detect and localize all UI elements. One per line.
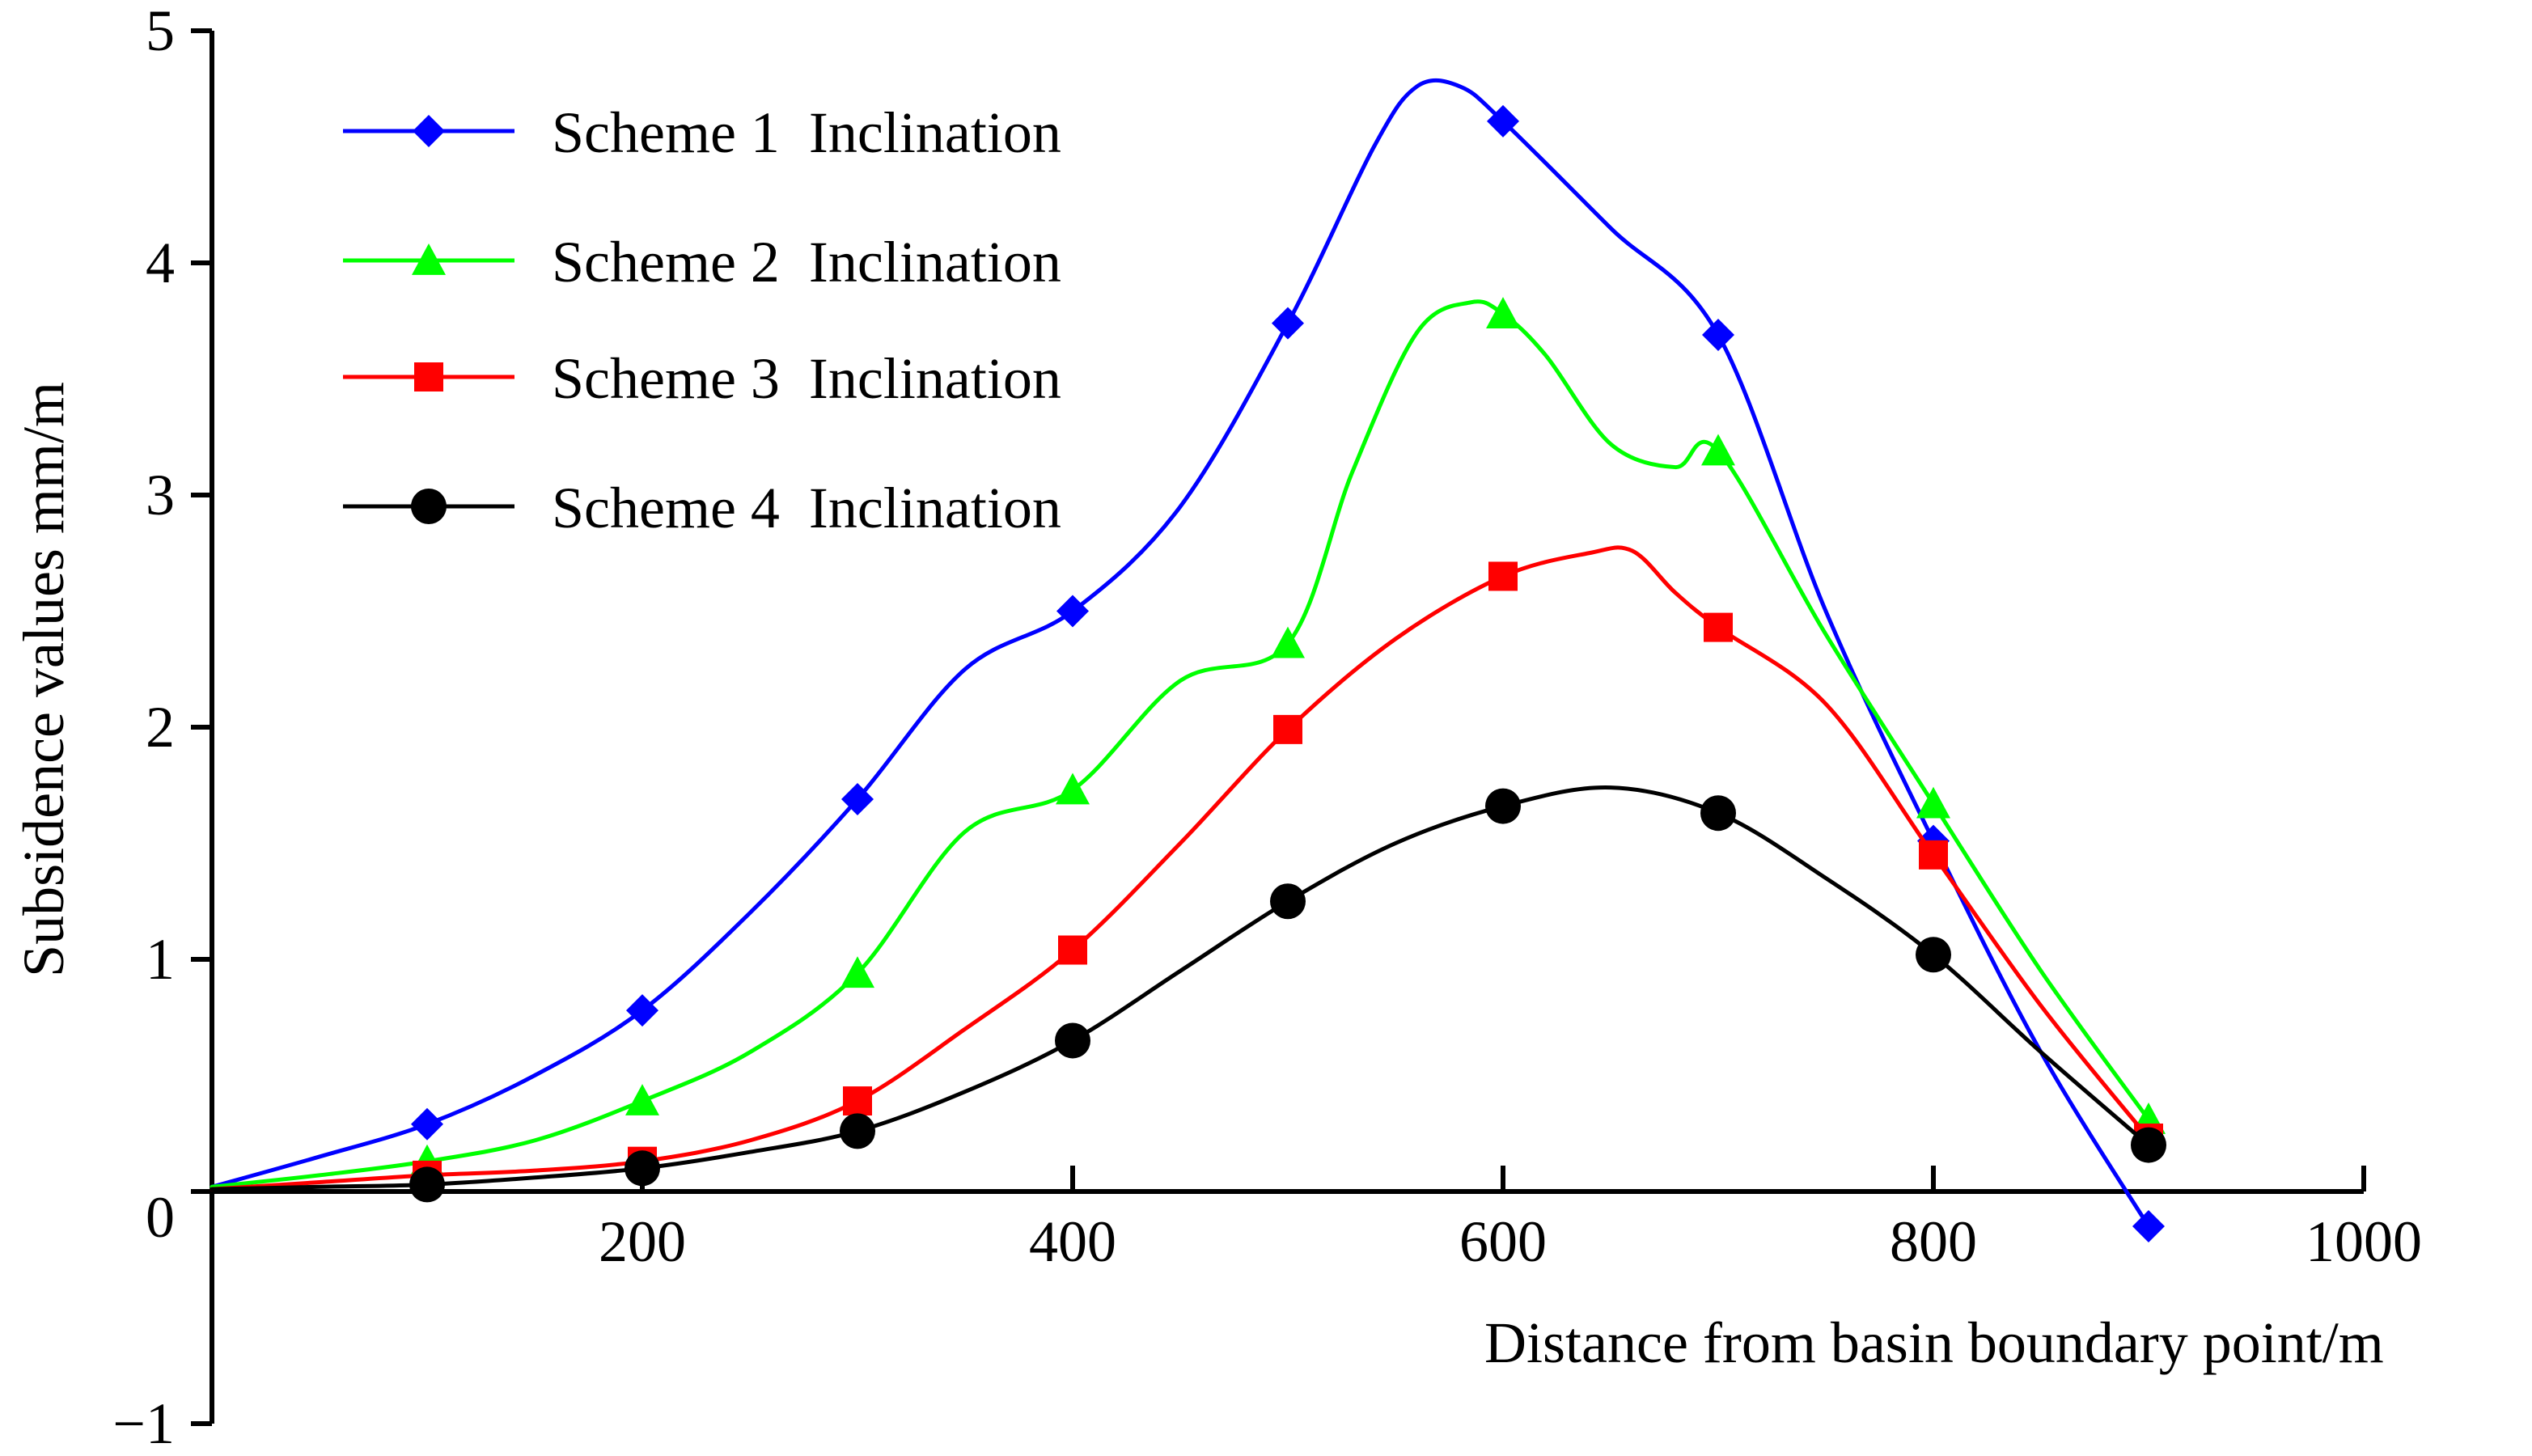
series-2 xyxy=(210,297,2166,1189)
y-tick-label: 4 xyxy=(146,231,175,295)
series-3-point xyxy=(1919,840,1948,870)
legend-label: Scheme 3 Inclination xyxy=(552,346,1061,411)
y-axis-title: Subsidence values mm/m xyxy=(11,382,76,977)
legend-label: Scheme 4 Inclination xyxy=(552,476,1061,540)
x-tick-label: 600 xyxy=(1459,1209,1547,1274)
series-2-point xyxy=(840,956,874,988)
x-tick-label: 1000 xyxy=(2305,1209,2422,1274)
series-4-line xyxy=(210,785,2151,1191)
series-1-line xyxy=(210,78,2151,1229)
axes: −1 0 1 2 3 4 5 200 400 600 800 1000 xyxy=(112,0,2422,1456)
legend-item-2: Scheme 2 Inclination xyxy=(343,230,1061,294)
series-2-point xyxy=(1056,772,1090,805)
legend-marker xyxy=(413,115,445,147)
series-1-point xyxy=(411,1107,443,1141)
series-1-point xyxy=(626,994,658,1027)
series-4-point xyxy=(1916,937,1951,973)
x-tick-label: 800 xyxy=(1890,1209,1977,1274)
legend: Scheme 1 Inclination Scheme 2 Inclination… xyxy=(343,100,1061,540)
series-3-point xyxy=(1058,935,1087,965)
series-1-point xyxy=(2132,1210,2165,1243)
legend-item-1: Scheme 1 Inclination xyxy=(343,100,1061,165)
series-2-point xyxy=(625,1084,659,1115)
y-tick-label: −1 xyxy=(112,1391,175,1456)
legend-marker xyxy=(411,489,447,524)
y-tick-label: 3 xyxy=(146,463,175,527)
legend-label: Scheme 1 Inclination xyxy=(552,100,1061,165)
series-2-point xyxy=(1486,297,1520,328)
series-3-point xyxy=(1704,612,1733,642)
series-1-point xyxy=(841,782,874,815)
series-2-point xyxy=(1271,626,1305,658)
legend-item-3: Scheme 3 Inclination xyxy=(343,346,1061,411)
series-4-point xyxy=(625,1150,660,1187)
series-1-point xyxy=(1056,595,1089,628)
series-3-point xyxy=(1273,714,1302,744)
series-2-point xyxy=(1916,786,1950,819)
legend-marker xyxy=(412,243,446,275)
x-tick-label: 400 xyxy=(1029,1209,1116,1274)
series-1-point xyxy=(1272,307,1304,340)
series-4-point xyxy=(1270,883,1306,920)
y-tick-label: 1 xyxy=(146,927,175,992)
series-4-point xyxy=(409,1166,445,1203)
series-3 xyxy=(210,545,2163,1191)
series-layer xyxy=(210,78,2166,1243)
series-4-point xyxy=(2131,1127,2166,1163)
series-3-point xyxy=(1488,561,1518,591)
legend-label: Scheme 2 Inclination xyxy=(552,230,1061,294)
series-1-point xyxy=(1702,318,1734,351)
legend-marker xyxy=(414,362,443,392)
x-tick-label: 200 xyxy=(599,1209,686,1274)
x-axis-title: Distance from basin boundary point/m xyxy=(1484,1310,2384,1375)
series-1 xyxy=(210,78,2165,1243)
legend-item-4: Scheme 4 Inclination xyxy=(343,476,1061,540)
y-axis-ticks: −1 0 1 2 3 4 5 xyxy=(112,0,212,1456)
y-tick-label: 5 xyxy=(146,0,175,63)
series-4-point xyxy=(1055,1022,1090,1059)
series-2-point xyxy=(1701,434,1735,466)
series-4-point xyxy=(1485,788,1521,824)
series-4-point xyxy=(1700,795,1736,832)
series-3-point xyxy=(843,1086,872,1116)
series-4-point xyxy=(840,1113,875,1149)
y-tick-label: 0 xyxy=(146,1185,175,1250)
series-1-point xyxy=(1487,104,1519,138)
series-4 xyxy=(210,785,2166,1203)
x-axis-ticks: 200 400 600 800 1000 xyxy=(599,1166,2422,1274)
y-tick-label: 2 xyxy=(146,695,175,760)
